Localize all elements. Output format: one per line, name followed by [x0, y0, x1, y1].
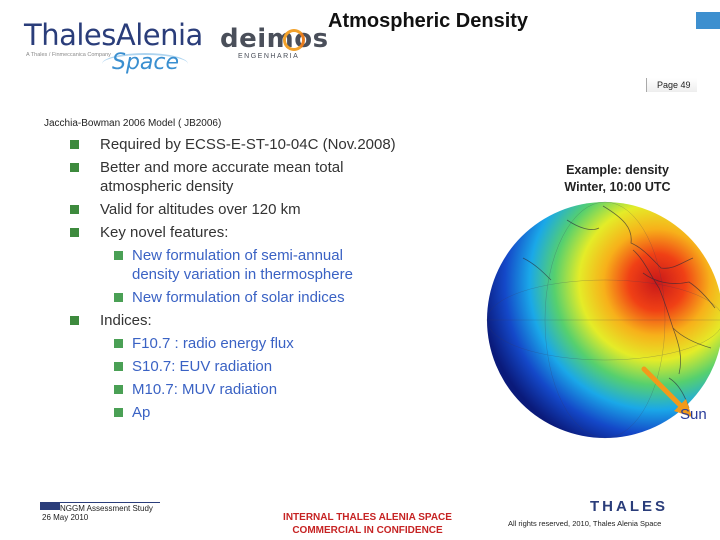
thales-footer-logo: THALES [590, 498, 668, 515]
sub-bullet-continuation: density variation in thermosphere [132, 266, 353, 284]
sub-bullet-item: New formulation of solar indices [114, 289, 345, 307]
deimos-logo-sub: ENGENHARIA [238, 53, 300, 60]
bullet-text: Key novel features: [100, 224, 229, 241]
logo-space-text: Space [112, 50, 180, 75]
bullet-text: density variation in thermosphere [132, 266, 353, 283]
deimos-logo: deimos ENGENHARIA [220, 24, 329, 64]
bullet-marker [114, 385, 123, 394]
footer-rights: All rights reserved, 2010, Thales Alenia… [508, 519, 662, 528]
sun-label: Sun [680, 406, 707, 423]
bullet-item: Better and more accurate mean total [70, 159, 343, 177]
bullet-marker [114, 339, 123, 348]
page-number: Page 49 [646, 78, 697, 92]
thales-alenia-space-logo: ThalesAlenia A Thales / Finmeccanica Com… [24, 18, 203, 76]
bullet-marker [70, 228, 79, 237]
sun-direction-arrow [641, 366, 692, 417]
corner-decoration [696, 12, 720, 29]
footer-study-name: NGGM Assessment Study [40, 502, 160, 513]
globe-graticule [486, 201, 720, 439]
classification-line2: COMMERCIAL IN CONFIDENCE [292, 525, 443, 536]
footer-study-bar [40, 502, 60, 510]
model-heading: Jacchia-Bowman 2006 Model ( JB2006) [44, 118, 222, 129]
bullet-text: Better and more accurate mean total [100, 159, 344, 176]
sub-bullet-item: M10.7: MUV radiation [114, 381, 277, 399]
bullet-marker [70, 316, 79, 325]
example-caption-line1: Example: density [566, 163, 669, 177]
bullet-text: New formulation of solar indices [132, 289, 345, 306]
bullet-text: atmospheric density [100, 178, 234, 195]
logo-brand-text: ThalesAlenia [24, 18, 203, 52]
sub-bullet-item: New formulation of semi-annual [114, 247, 343, 265]
page-title: Atmospheric Density [328, 10, 529, 32]
footer-study-text: NGGM Assessment Study [60, 504, 153, 513]
bullet-item: Indices: [70, 312, 152, 330]
bullet-item: Key novel features: [70, 224, 228, 242]
bullet-item: Valid for altitudes over 120 km [70, 201, 301, 219]
footer-date: 26 May 2010 [42, 513, 89, 522]
footer-classification: INTERNAL THALES ALENIA SPACE COMMERCIAL … [260, 511, 475, 537]
logo-tagline: A Thales / Finmeccanica Company [26, 52, 111, 58]
bullet-item: Required by ECSS-E-ST-10-04C (Nov.2008) [70, 136, 396, 154]
bullet-marker [114, 408, 123, 417]
globe-sphere [487, 202, 720, 438]
bullet-text: Required by ECSS-E-ST-10-04C (Nov.2008) [100, 136, 396, 153]
logo-swoosh [102, 53, 188, 75]
bullet-marker [70, 163, 79, 172]
example-caption-line2: Winter, 10:00 UTC [564, 180, 671, 194]
sub-bullet-item: S10.7: EUV radiation [114, 358, 272, 376]
bullet-text: M10.7: MUV radiation [132, 381, 278, 398]
density-globe-image [486, 201, 720, 439]
bullet-marker [70, 140, 79, 149]
classification-line1: INTERNAL THALES ALENIA SPACE [283, 512, 452, 523]
deimos-logo-word: deimos [220, 24, 329, 54]
bullet-marker [114, 362, 123, 371]
bullet-text: Indices: [100, 312, 152, 329]
bullet-text: Valid for altitudes over 120 km [100, 201, 301, 218]
bullet-text: S10.7: EUV radiation [132, 358, 273, 375]
bullet-marker [114, 251, 123, 260]
example-caption: Example: density Winter, 10:00 UTC [550, 162, 685, 196]
sub-bullet-item: F10.7 : radio energy flux [114, 335, 294, 353]
bullet-text: New formulation of semi-annual [132, 247, 343, 264]
bullet-marker [114, 293, 123, 302]
bullet-continuation: atmospheric density [100, 178, 233, 196]
bullet-marker [70, 205, 79, 214]
deimos-logo-ring [283, 29, 305, 51]
bullet-text: F10.7 : radio energy flux [132, 335, 294, 352]
sub-bullet-item: Ap [114, 404, 150, 422]
bullet-text: Ap [132, 404, 151, 421]
